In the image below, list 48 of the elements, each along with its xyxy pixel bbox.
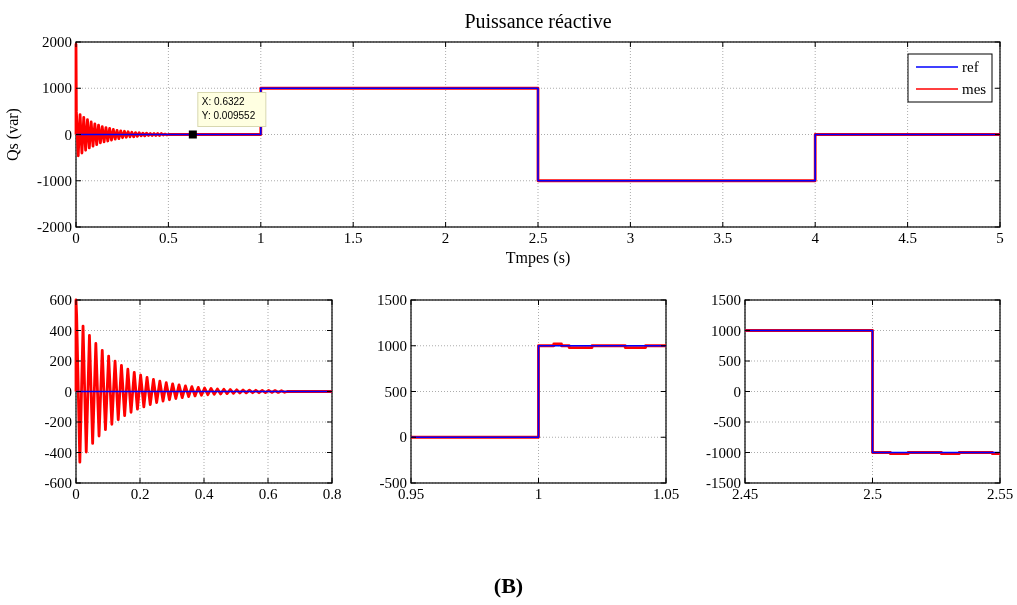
x-tick-label: 5 bbox=[996, 230, 1004, 246]
x-tick-label: 3 bbox=[626, 230, 635, 246]
legend-label: mes bbox=[962, 81, 987, 97]
y-tick-label: -2000 bbox=[37, 219, 72, 235]
y-tick-label: -600 bbox=[44, 475, 72, 491]
y-tick-label: 200 bbox=[49, 353, 72, 369]
x-tick-label: 2.5 bbox=[863, 486, 882, 502]
x-tick-label: 1 bbox=[534, 486, 543, 502]
y-tick-label: 1500 bbox=[711, 292, 741, 308]
y-tick-label: -400 bbox=[44, 444, 72, 461]
x-tick-label: 2.55 bbox=[986, 486, 1014, 502]
x-tick-label: 0.6 bbox=[258, 486, 278, 502]
y-tick-label: 0 bbox=[399, 429, 407, 446]
x-tick-label: 2.5 bbox=[528, 230, 548, 246]
y-tick-label: 1500 bbox=[377, 292, 407, 308]
y-tick-label: 2000 bbox=[42, 34, 72, 50]
y-tick-label: 500 bbox=[384, 383, 407, 400]
y-tick-label: 0 bbox=[733, 383, 741, 400]
y-tick-label: 500 bbox=[718, 353, 741, 369]
x-tick-label: 2 bbox=[441, 230, 450, 246]
x-axis-title: Tmpes (s) bbox=[505, 249, 571, 267]
y-tick-label: 400 bbox=[49, 322, 72, 339]
x-tick-label: 4 bbox=[811, 230, 820, 246]
annotation: X: 0.6322 Y: 0.009552 bbox=[201, 96, 256, 122]
y-tick-label: -1500 bbox=[706, 475, 741, 491]
y-tick-label: -200 bbox=[44, 414, 72, 430]
y-tick-label: -500 bbox=[713, 414, 741, 430]
y-tick-label: 0 bbox=[64, 126, 72, 143]
x-tick-label: 3.5 bbox=[713, 230, 733, 246]
x-tick-label: 1.5 bbox=[343, 230, 363, 246]
y-tick-label: 600 bbox=[49, 292, 72, 308]
y-tick-label: 1000 bbox=[711, 322, 741, 339]
x-tick-label: 0.5 bbox=[159, 230, 178, 246]
chart-title: Puissance réactive bbox=[464, 10, 612, 32]
y-tick-label: 1000 bbox=[42, 80, 72, 97]
x-tick-label: 0.8 bbox=[322, 486, 342, 502]
y-tick-label: -1000 bbox=[37, 172, 72, 189]
y-axis-title: Qs (var) bbox=[4, 108, 22, 161]
x-tick-label: 0.4 bbox=[194, 486, 214, 502]
x-tick-label: 1.05 bbox=[652, 486, 680, 502]
y-tick-label: 0 bbox=[64, 383, 72, 400]
y-tick-label: -1000 bbox=[706, 444, 741, 461]
x-tick-label: 1 bbox=[257, 230, 265, 246]
y-tick-label: 1000 bbox=[377, 337, 407, 354]
legend-label: ref bbox=[962, 59, 979, 75]
x-tick-label: 0.2 bbox=[130, 486, 150, 502]
x-tick-label: 4.5 bbox=[898, 230, 917, 246]
text: (B) bbox=[493, 573, 524, 598]
